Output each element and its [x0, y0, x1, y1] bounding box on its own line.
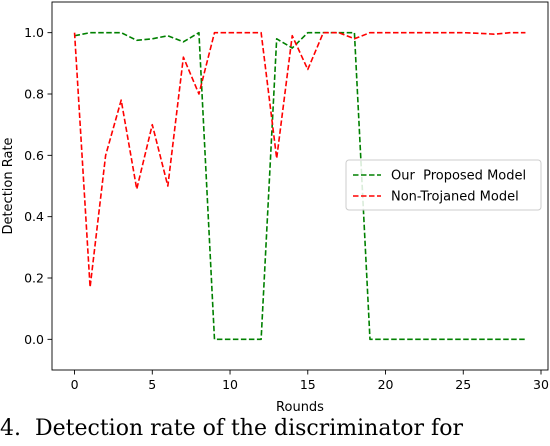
series-1-point — [338, 32, 340, 34]
series-0-point — [120, 32, 122, 34]
series-1-point — [198, 93, 200, 95]
x-tick-label: 25 — [455, 377, 471, 392]
series-1-point — [447, 32, 449, 34]
series-1-point — [214, 32, 216, 34]
series-1-point — [525, 32, 527, 34]
series-0-point — [354, 32, 356, 34]
series-layer — [73, 31, 527, 341]
x-tick-label: 5 — [148, 377, 156, 392]
y-tick-label: 0.2 — [24, 271, 44, 286]
series-1-point — [105, 155, 107, 157]
series-0-point — [307, 32, 309, 34]
series-1-point — [400, 32, 402, 34]
series-1-point — [494, 33, 496, 35]
series-1-point — [276, 158, 278, 160]
x-tick-label: 0 — [71, 377, 79, 392]
series-0-point — [478, 339, 480, 341]
series-1-point — [183, 56, 185, 58]
series-0-point — [229, 339, 231, 341]
series-1-point — [307, 69, 309, 71]
y-axis: 0.0 0.2 0.4 0.6 0.8 1.0 — [24, 25, 52, 347]
y-tick-label: 0.6 — [24, 148, 44, 163]
series-0-point — [214, 339, 216, 341]
series-0-point — [462, 339, 464, 341]
series-1-point — [369, 32, 371, 34]
series-0-point — [105, 32, 107, 34]
series-1-point — [291, 35, 293, 37]
x-axis: 0 5 10 15 20 25 30 — [71, 370, 549, 392]
series-line-1 — [73, 31, 526, 289]
series-1-point — [431, 32, 433, 34]
series-1-point — [229, 32, 231, 34]
series-0-point — [151, 38, 153, 40]
series-1-point — [323, 32, 325, 34]
series-1-point — [509, 32, 511, 34]
series-0-point — [183, 41, 185, 43]
series-0-point — [245, 339, 247, 341]
figure-caption: 4. Detection rate of the discriminator f… — [0, 416, 463, 441]
x-tick-label: 20 — [378, 377, 394, 392]
series-0-point — [400, 339, 402, 341]
series-line-0 — [74, 31, 526, 341]
series-1-point — [416, 32, 418, 34]
series-1-point — [167, 185, 169, 187]
series-1-point — [260, 32, 262, 34]
series-0-point — [136, 40, 138, 42]
legend-box — [345, 159, 542, 211]
series-1-point — [89, 286, 91, 288]
series-1-point — [462, 32, 464, 34]
series-0-point — [509, 339, 511, 341]
x-axis-title: Rounds — [276, 400, 324, 415]
series-0-point — [89, 32, 91, 34]
plot-frame — [51, 1, 549, 371]
series-1-point — [136, 188, 138, 190]
y-tick-label: 0.8 — [24, 87, 44, 102]
series-0-point — [447, 339, 449, 341]
series-0-point — [369, 339, 371, 341]
y-tick-label: 0.4 — [24, 209, 44, 224]
x-tick-label: 30 — [533, 377, 549, 392]
line-chart: 0 5 10 15 20 25 30 0.0 0.2 0.4 0.6 0.8 1.0 Rounds D… — [1, 1, 549, 415]
x-tick-label: 15 — [300, 377, 316, 392]
legend-label-non-trojaned: Non-Trojaned Model — [391, 190, 519, 205]
y-tick-label: 1.0 — [24, 25, 44, 40]
series-0-point — [494, 339, 496, 341]
legend: Our Proposed Model Non-Trojaned Model — [345, 159, 542, 211]
legend-label-proposed: Our Proposed Model — [391, 169, 526, 184]
series-0-point — [260, 339, 262, 341]
series-0-point — [291, 47, 293, 49]
x-tick-label: 10 — [222, 377, 238, 392]
series-0-point — [198, 32, 200, 34]
series-1-point — [354, 38, 356, 40]
y-axis-title: Detection Rate — [1, 137, 16, 234]
series-1-point — [385, 32, 387, 34]
series-1-point — [151, 124, 153, 126]
series-0-point — [416, 339, 418, 341]
series-1-point — [120, 99, 122, 101]
series-0-point — [525, 339, 527, 341]
y-tick-label: 0.0 — [24, 332, 44, 347]
series-0-point — [385, 339, 387, 341]
series-1-point — [245, 32, 247, 34]
series-0-point — [276, 38, 278, 40]
series-1-point — [74, 32, 76, 34]
series-0-point — [167, 35, 169, 37]
series-1-point — [478, 32, 480, 34]
series-0-point — [431, 339, 433, 341]
